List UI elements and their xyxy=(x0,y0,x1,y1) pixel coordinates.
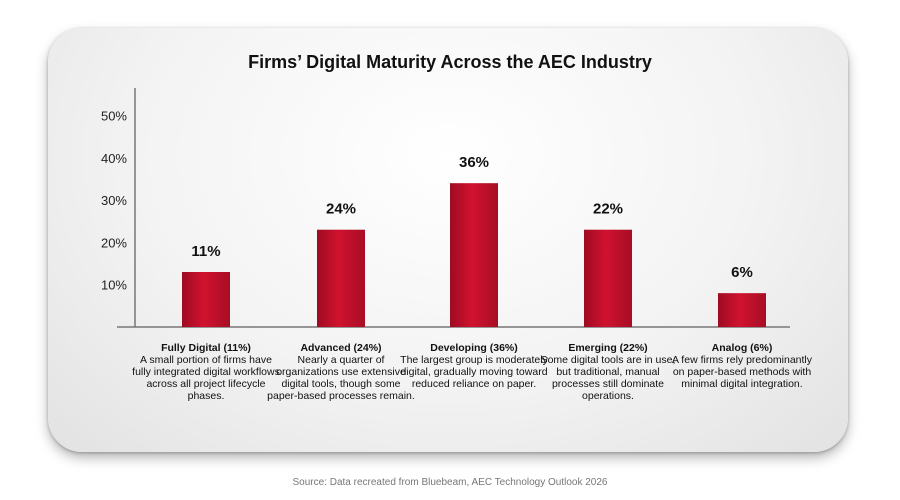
y-tick-label: 40% xyxy=(101,151,127,166)
chart-title: Firms’ Digital Maturity Across the AEC I… xyxy=(248,52,652,72)
category-title: Developing (36%) xyxy=(430,342,518,354)
category-description: The largest group is moderately digital,… xyxy=(400,354,548,390)
bar xyxy=(182,272,230,327)
category-description: Nearly a quarter of organizations use ex… xyxy=(267,354,415,402)
category-title: Advanced (24%) xyxy=(300,342,382,354)
y-tick-label: 30% xyxy=(101,193,127,208)
category-label: Emerging (22%) Some digital tools are in … xyxy=(533,342,683,402)
data-label: 6% xyxy=(731,264,753,281)
category-title: Analog (6%) xyxy=(711,342,773,354)
data-label: 11% xyxy=(191,243,220,260)
data-label: 36% xyxy=(459,154,489,171)
category-description: A few firms rely predominantly on paper-… xyxy=(671,354,813,390)
bar xyxy=(317,229,365,327)
y-tick-label: 20% xyxy=(101,235,127,250)
source-note: Source: Data recreated from Bluebeam, AE… xyxy=(292,477,608,488)
category-label: Fully Digital (11%) A small portion of fi… xyxy=(131,342,281,402)
category-title: Emerging (22%) xyxy=(568,342,648,354)
y-tick-label: 10% xyxy=(101,278,127,293)
bar xyxy=(584,229,632,327)
category-description: A small portion of firms have fully inte… xyxy=(132,354,280,402)
bar xyxy=(450,183,498,327)
bar xyxy=(718,293,766,327)
chart-card xyxy=(48,28,848,452)
category-label: Analog (6%) A few firms rely predominantl… xyxy=(667,342,817,390)
data-label: 22% xyxy=(593,201,623,218)
category-label: Advanced (24%) Nearly a quarter of organi… xyxy=(266,342,416,402)
category-title: Fully Digital (11%) xyxy=(161,342,251,354)
category-label: Developing (36%) The largest group is mod… xyxy=(399,342,549,390)
y-tick-label: 50% xyxy=(101,109,127,124)
category-description: Some digital tools are in use, but tradi… xyxy=(540,354,676,402)
data-label: 24% xyxy=(326,201,356,218)
